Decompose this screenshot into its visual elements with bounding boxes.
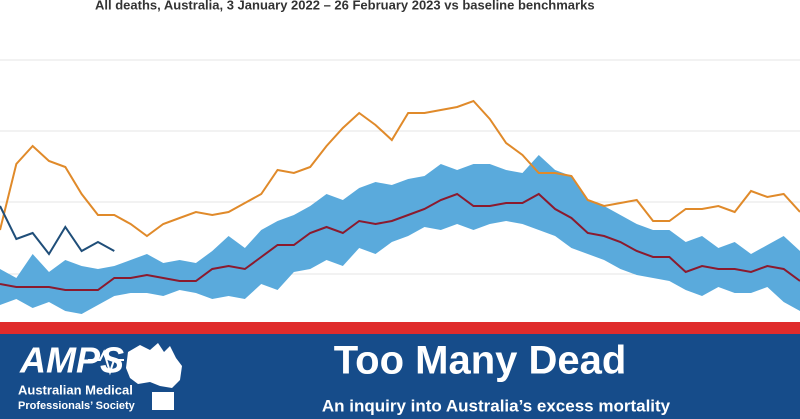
- series-line: [0, 99, 800, 238]
- red-stripe: [0, 322, 800, 334]
- australia-map: [126, 343, 182, 388]
- benchmark-band: [0, 155, 800, 314]
- logo-line1: Australian Medical: [18, 382, 133, 397]
- logo-acronym: AMPS: [19, 340, 124, 381]
- series-line: [0, 192, 800, 291]
- chart-title: All deaths, Australia, 3 January 2022 – …: [95, 0, 595, 12]
- banner-subtitle: An inquiry into Australia’s excess morta…: [322, 396, 671, 415]
- series-line: [0, 205, 115, 256]
- pulse-line: [88, 349, 124, 376]
- plot: [0, 99, 800, 314]
- logo-line2: Professionals’ Society: [18, 400, 136, 412]
- logo-box: [152, 392, 174, 410]
- banner-title: Too Many Dead: [334, 339, 627, 383]
